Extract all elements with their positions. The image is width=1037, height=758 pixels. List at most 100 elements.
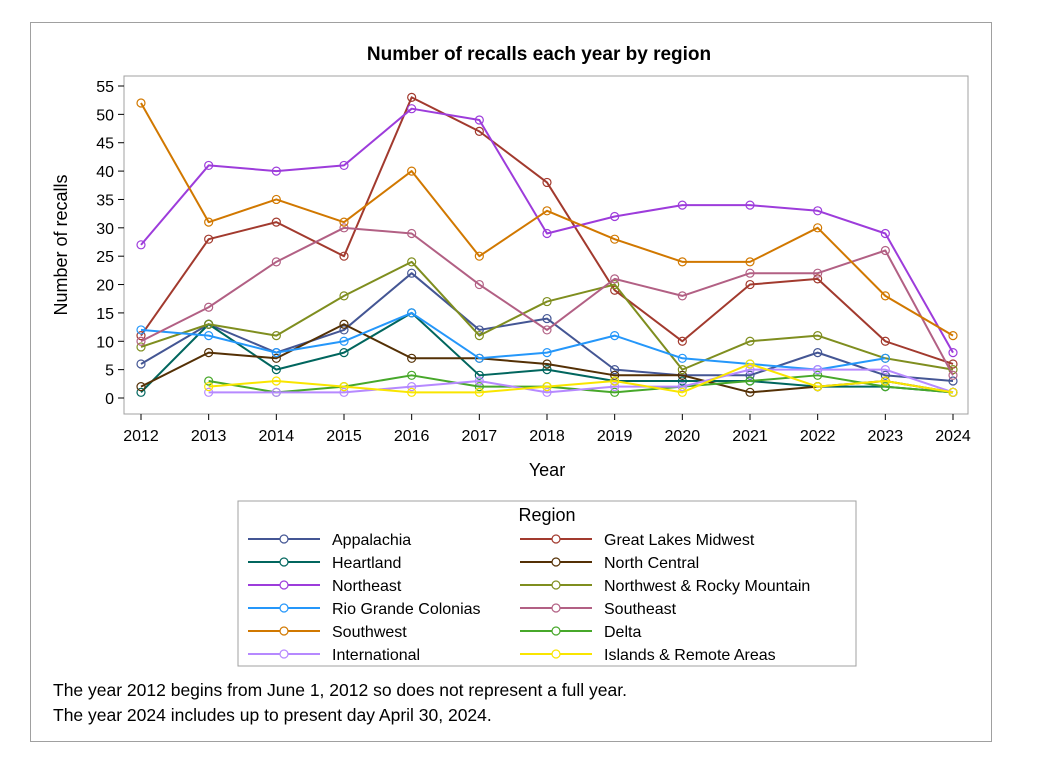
legend-swatch-marker <box>279 649 289 659</box>
data-point <box>745 376 755 386</box>
footnote-2024: The year 2024 includes up to present day… <box>53 705 492 725</box>
data-point <box>880 353 890 363</box>
data-point <box>745 279 755 290</box>
series-1 <box>136 92 958 369</box>
x-tick-label: 2020 <box>665 428 701 445</box>
data-point <box>880 291 890 301</box>
y-tick-label: 40 <box>96 164 114 181</box>
series-4 <box>136 104 958 358</box>
data-point <box>542 359 552 369</box>
data-point <box>610 365 620 375</box>
data-point <box>407 353 417 363</box>
data-point <box>542 382 552 392</box>
data-point <box>407 308 417 318</box>
data-point <box>136 98 146 108</box>
series-7 <box>136 223 958 380</box>
legend: Appalachia Great Lakes Midwest Heartland No… <box>248 532 810 664</box>
data-point <box>610 382 620 392</box>
data-point <box>542 348 552 358</box>
data-point <box>204 234 214 244</box>
y-tick-label: 5 <box>105 363 114 380</box>
data-point <box>204 387 214 397</box>
data-point <box>745 370 755 380</box>
data-point <box>204 331 214 341</box>
series-line <box>140 96 954 365</box>
data-point <box>880 245 890 256</box>
data-point <box>677 353 687 363</box>
legend-label: Islands & Remote Areas <box>604 647 776 664</box>
x-axis: 2012 2013 2014 2015 2016 2017 2018 2019 2020 2021… <box>123 413 971 445</box>
legend-item: Southeast <box>520 601 677 618</box>
legend-label: Delta <box>604 624 641 641</box>
y-tick-label: 35 <box>96 192 114 209</box>
data-point <box>610 274 620 284</box>
footnote-2012: The year 2012 begins from June 1, 2012 s… <box>53 680 627 700</box>
data-point <box>813 382 823 392</box>
data-point <box>339 160 349 171</box>
data-point <box>813 268 823 278</box>
data-point <box>745 387 755 397</box>
data-point <box>271 348 281 358</box>
legend-item: Rio Grande Colonias <box>248 601 481 618</box>
y-tick-label: 50 <box>96 107 114 124</box>
series-line <box>208 362 954 394</box>
data-point <box>948 387 958 397</box>
legend-swatch-marker <box>279 557 289 567</box>
chart-frame <box>30 22 992 742</box>
legend-label: Appalachia <box>332 532 411 549</box>
x-tick-label: 2016 <box>394 428 430 445</box>
x-tick-label: 2022 <box>800 428 836 445</box>
y-tick-label: 25 <box>96 249 114 266</box>
line-chart: Number of recalls each year by region 0 5… <box>51 44 971 667</box>
data-point <box>880 376 890 386</box>
data-point <box>271 166 281 176</box>
data-point <box>474 382 484 392</box>
legend-box <box>237 500 857 667</box>
data-point <box>542 365 552 375</box>
data-point <box>813 348 823 358</box>
x-tick-label: 2019 <box>597 428 633 445</box>
data-point <box>948 348 958 358</box>
data-point <box>610 331 620 341</box>
data-point <box>136 342 146 352</box>
legend-label: Great Lakes Midwest <box>604 532 755 549</box>
legend-swatch-marker <box>551 534 561 544</box>
legend-item: Islands & Remote Areas <box>520 647 776 664</box>
data-point <box>339 336 349 346</box>
data-point <box>136 387 146 397</box>
data-point <box>677 370 687 380</box>
data-point <box>407 166 417 176</box>
legend-swatch-marker <box>551 603 561 613</box>
data-point <box>610 211 620 222</box>
legend-swatch-marker <box>551 626 561 636</box>
data-point <box>745 336 755 346</box>
data-point <box>813 370 823 380</box>
x-tick-label: 2014 <box>259 428 295 445</box>
data-point <box>677 336 687 346</box>
data-point <box>610 376 620 386</box>
data-point <box>880 370 890 380</box>
data-point <box>474 376 484 386</box>
data-point <box>677 387 687 397</box>
series-line <box>208 368 954 394</box>
data-point <box>677 200 687 210</box>
data-point <box>813 274 823 284</box>
data-point <box>948 359 958 369</box>
data-point <box>204 348 214 358</box>
y-axis-label: Number of recalls <box>51 174 71 315</box>
legend-label: Southeast <box>604 601 677 618</box>
data-point <box>407 92 417 102</box>
data-point <box>474 387 484 397</box>
data-point <box>610 387 620 397</box>
data-point <box>542 296 552 307</box>
y-tick-label: 55 <box>96 79 114 96</box>
data-point <box>407 370 417 380</box>
series-10 <box>204 365 958 397</box>
data-point <box>271 387 281 397</box>
data-point <box>542 313 552 324</box>
data-point <box>813 206 823 216</box>
legend-item: Great Lakes Midwest <box>520 532 755 549</box>
data-point <box>948 331 958 341</box>
data-point <box>610 279 620 290</box>
y-tick-label: 20 <box>96 278 114 295</box>
